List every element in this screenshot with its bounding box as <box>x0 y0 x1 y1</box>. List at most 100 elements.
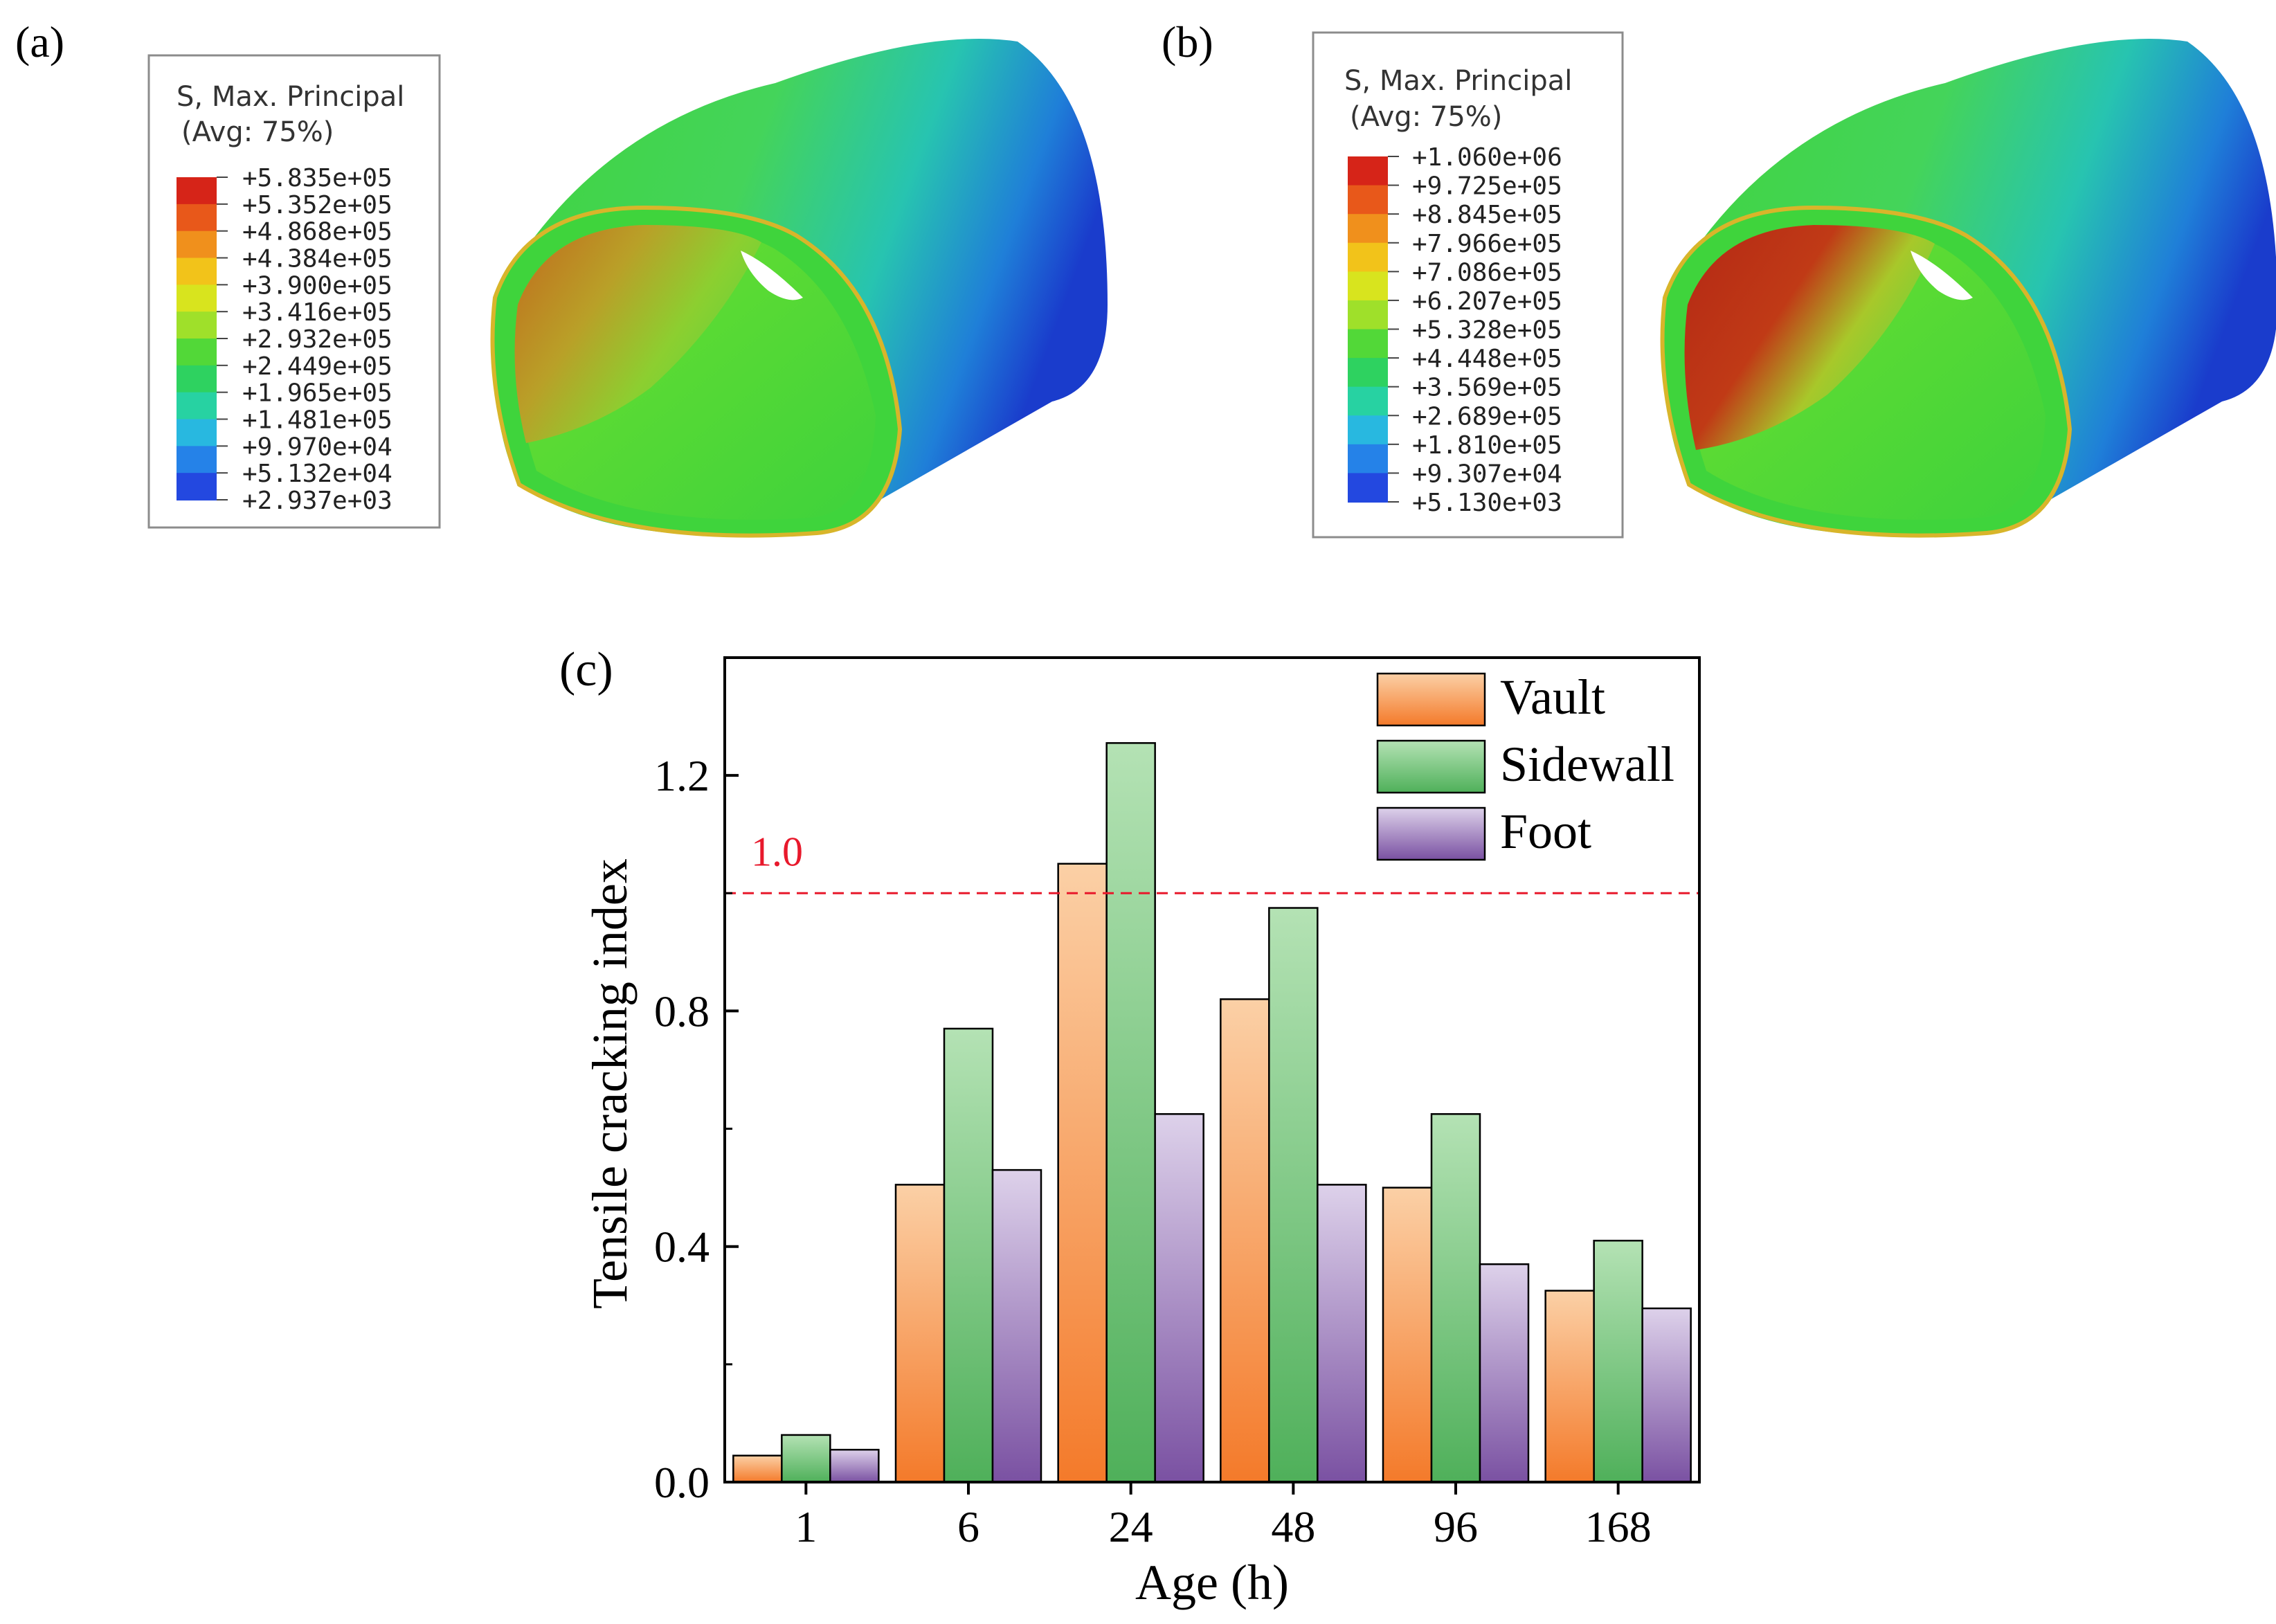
tunnel-b-inner-wall <box>1684 225 1935 450</box>
x-axis: 1 6 24 48 96 168 <box>795 1482 1652 1551</box>
legend-a-bands <box>177 177 228 500</box>
legend-a-value: +5.835e+05 <box>242 164 392 192</box>
legend-b-value: +9.307e+04 <box>1412 460 1562 488</box>
bar-vault-6 <box>894 1184 946 1483</box>
legend-a-value: +4.868e+05 <box>242 218 392 246</box>
bar-foot-168 <box>1641 1307 1692 1483</box>
tunnel-model-b <box>1660 39 2276 538</box>
legend-a-value: +1.965e+05 <box>242 379 392 408</box>
bar-foot-96 <box>1479 1263 1530 1483</box>
chart-legend: Vault Sidewall Foot <box>1376 669 1674 861</box>
tunnel-b-opening <box>1911 251 1973 300</box>
legend-b-band <box>1348 415 1388 445</box>
legend-swatch-foot <box>1376 806 1486 861</box>
legend-a-value: +3.900e+05 <box>242 271 392 300</box>
panel-a-label: (a) <box>15 17 64 66</box>
legend-b-band <box>1348 358 1388 388</box>
chart-bars <box>732 742 1692 1483</box>
legend-a-value: +3.416e+05 <box>242 298 392 327</box>
legend-a-band <box>177 339 217 366</box>
bar-sidewall-24 <box>1105 742 1156 1483</box>
legend-label-sidewall: Sidewall <box>1500 737 1674 792</box>
x-tick-label: 24 <box>1109 1502 1153 1551</box>
legend-b-value: +7.966e+05 <box>1412 230 1562 258</box>
legend-b-band <box>1348 271 1388 301</box>
legend-a-value: +2.932e+05 <box>242 325 392 354</box>
panel-b-label: (b) <box>1162 17 1213 66</box>
bar-foot-6 <box>991 1169 1042 1483</box>
y-tick-label: 0.4 <box>654 1222 710 1272</box>
bar-sidewall-1 <box>781 1434 831 1483</box>
bar-vault-24 <box>1057 863 1108 1483</box>
legend-swatch-sidewall <box>1376 739 1486 794</box>
legend-a-value: +4.384e+05 <box>242 245 392 273</box>
bar-sidewall-48 <box>1268 907 1319 1483</box>
panel-a: (a) S, Max. Principal (Avg: 75%) +5.835e… <box>15 17 1108 538</box>
legend-b-value: +8.845e+05 <box>1412 201 1562 229</box>
x-tick-label: 48 <box>1271 1502 1315 1551</box>
legend-a-band <box>177 285 217 313</box>
legend-b-band <box>1348 214 1388 244</box>
legend-a-value: +5.352e+05 <box>242 191 392 219</box>
y-tick-label: 0.8 <box>654 986 710 1036</box>
panel-c-label: (c) <box>559 643 613 696</box>
legend-a-band <box>177 419 217 447</box>
y-axis: 0.0 0.4 0.8 1.2 <box>654 751 739 1507</box>
legend-a-value: +9.970e+04 <box>242 433 392 461</box>
tunnel-a-inner-wall <box>514 225 761 443</box>
legend-a-band <box>177 177 217 205</box>
legend-swatch-vault <box>1376 672 1486 727</box>
bar-sidewall-168 <box>1593 1239 1643 1483</box>
legend-b-value: +1.810e+05 <box>1412 431 1562 460</box>
legend-b-value: +4.448e+05 <box>1412 345 1562 373</box>
bar-vault-48 <box>1220 998 1270 1483</box>
legend-a-band <box>177 446 217 474</box>
legend-b-band <box>1348 386 1388 417</box>
legend-a-value: +5.132e+04 <box>242 460 392 488</box>
legend-a-values: +5.835e+05+5.352e+05+4.868e+05+4.384e+05… <box>242 164 392 515</box>
x-tick-label: 6 <box>957 1502 979 1551</box>
legend-a-band <box>177 392 217 420</box>
y-tick-label: 1.2 <box>654 751 710 800</box>
panel-c: (c) 1.0 0.0 0.4 0.8 1.2 1 6 24 48 96 168 Tensile… <box>559 643 1701 1610</box>
x-tick-label: 168 <box>1585 1502 1652 1551</box>
legend-b-band <box>1348 300 1388 330</box>
legend-b-band <box>1348 242 1388 273</box>
legend-a-band <box>177 258 217 286</box>
legend-b-value: +3.569e+05 <box>1412 374 1562 402</box>
legend-b-value: +2.689e+05 <box>1412 402 1562 431</box>
legend-a-value: +2.937e+03 <box>242 487 392 515</box>
legend-b-value: +5.328e+05 <box>1412 316 1562 345</box>
threshold-label: 1.0 <box>751 829 803 874</box>
y-axis-label: Tensile cracking index <box>582 858 638 1309</box>
legend-b-title: S, Max. Principal <box>1344 65 1572 97</box>
legend-b-bands <box>1348 156 1399 503</box>
bar-foot-1 <box>829 1448 880 1483</box>
legend-b-values: +1.060e+06+9.725e+05+8.845e+05+7.966e+05… <box>1412 143 1562 517</box>
x-tick-label: 1 <box>795 1502 817 1551</box>
legend-b-band <box>1348 473 1388 503</box>
bar-sidewall-6 <box>943 1027 994 1483</box>
legend-b-value: +5.130e+03 <box>1412 489 1562 517</box>
legend-a-band <box>177 204 217 232</box>
legend-a-band <box>177 365 217 393</box>
bar-vault-1 <box>732 1454 783 1483</box>
legend-b-value: +1.060e+06 <box>1412 143 1562 172</box>
legend-b-value: +9.725e+05 <box>1412 172 1562 201</box>
legend-a-band <box>177 231 217 259</box>
tunnel-a-opening <box>741 251 803 300</box>
bar-vault-168 <box>1544 1290 1595 1483</box>
legend-b-band <box>1348 185 1388 215</box>
legend-b-value: +6.207e+05 <box>1412 287 1562 316</box>
bar-foot-48 <box>1317 1184 1367 1483</box>
legend-a-subtitle: (Avg: 75%) <box>181 116 334 148</box>
legend-b-band <box>1348 156 1388 186</box>
x-axis-label: Age (h) <box>1135 1555 1289 1610</box>
bar-vault-96 <box>1382 1187 1433 1483</box>
legend-label-vault: Vault <box>1500 669 1605 725</box>
legend-b-value: +7.086e+05 <box>1412 258 1562 287</box>
legend-b-band <box>1348 444 1388 474</box>
tunnel-model-a <box>490 39 1108 538</box>
legend-a-band <box>177 473 217 500</box>
